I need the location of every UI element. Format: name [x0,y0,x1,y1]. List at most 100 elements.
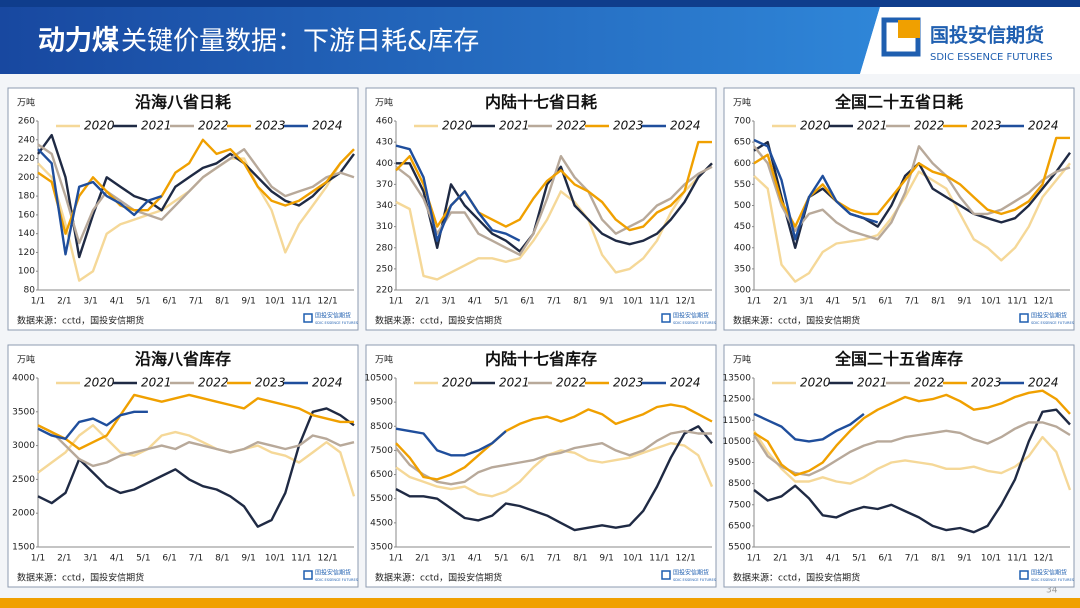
series-line [395,429,712,486]
series-line [37,393,354,451]
x-tick-label: 4/1 [468,297,482,307]
series-line [37,138,355,235]
x-tick-label: 1/1 [747,297,761,307]
x-tick-label: 9/1 [599,554,613,564]
source-note: 数据来源：cctd，国投安信期货 [17,315,144,327]
mini-logo-en: SDIC ESSENCE FUTURES [1031,578,1075,582]
legend-label: 2021 [141,119,172,133]
series-line [753,145,1071,241]
panel-frame [365,344,717,588]
x-tick-label: 2/1 [415,297,429,307]
chart-panel: 沿海八省库存 万吨 1500 2000 2500 3000 3500 4000 1/1 2/1 3/… [7,344,359,588]
x-tick-label: 9/1 [957,554,971,564]
y-tick-label: 370 [376,180,393,190]
y-tick-label: 280 [376,243,393,253]
x-tick-label: 3/1 [799,297,813,307]
x-tick-label: 12/1 [318,554,338,564]
bottom-strip [0,598,1080,608]
y-tick-label: 9500 [370,398,393,408]
x-tick-label: 6/1 [878,297,892,307]
series-line [753,412,865,443]
chart-panel: 内陆十七省库存 万吨 3500 4500 5500 6500 7500 8500 9500 105… [364,344,717,588]
legend-label: 2023 [255,119,286,133]
x-tick-label: 6/1 [162,554,176,564]
series-line [37,410,148,440]
x-tick-label: 5/1 [136,554,150,564]
x-tick-label: 10/1 [981,297,1001,307]
y-tick-label: 1500 [12,543,35,553]
x-tick-label: 3/1 [441,554,455,564]
legend-label: 2020 [800,119,831,133]
series-line [395,427,507,457]
y-tick-label: 2000 [12,509,35,519]
x-tick-label: 7/1 [905,297,919,307]
x-tick-label: 7/1 [905,554,919,564]
y-tick-label: 700 [734,117,751,127]
x-tick-label: 6/1 [162,297,176,307]
mini-logo-icon [303,570,313,580]
chart-panel: 全国二十五省库存 万吨 5500 6500 7500 8500 9500 10500 11500… [722,344,1075,588]
x-tick-label: 11/1 [649,297,669,307]
y-tick-label: 6500 [370,470,393,480]
x-tick-label: 2/1 [773,554,787,564]
y-tick-label: 8500 [728,479,751,489]
legend-label: 2021 [857,376,888,390]
y-tick-label: 3000 [12,441,35,451]
y-tick-label: 7500 [728,500,751,510]
y-tick-label: 340 [376,201,393,211]
x-tick-label: 1/1 [389,297,403,307]
y-tick-label: 13500 [722,374,751,384]
x-tick-label: 3/1 [83,554,97,564]
series-line [752,421,1071,477]
unit-label: 万吨 [733,97,751,109]
unit-label: 万吨 [17,97,35,109]
x-tick-label: 7/1 [547,554,561,564]
y-tick-label: 160 [18,210,35,220]
series-line [753,138,879,241]
y-tick-label: 180 [18,192,35,202]
x-tick-label: 10/1 [623,297,643,307]
legend-label: 2020 [800,376,831,390]
unit-label: 万吨 [375,354,393,366]
y-tick-label: 460 [376,117,393,127]
chart-title: 沿海八省日耗 [135,93,231,112]
x-tick-label: 7/1 [547,297,561,307]
chart-title: 内陆十七省库存 [485,350,597,369]
chart-panel: 内陆十七省日耗 万吨 220 250 280 310 340 370 400 430 460 1/1 2… [365,87,717,331]
legend-label: 2023 [971,376,1002,390]
x-tick-label: 8/1 [931,297,945,307]
series-line [37,143,355,245]
logo-name: 国投安信期货 [930,24,1044,47]
series-line [753,408,1071,534]
legend-label: 2022 [556,119,587,133]
x-tick-label: 1/1 [31,297,45,307]
panel-frame [723,344,1075,588]
chart-panel: 全国二十五省日耗 万吨 300 350 400 450 500 550 600 650 700 1/1… [723,87,1075,331]
x-tick-label: 11/1 [291,554,311,564]
title-bold: 动力煤 [38,26,119,57]
y-tick-label: 7500 [370,446,393,456]
legend-label: 2023 [255,376,286,390]
legend-label: 2024 [312,119,343,133]
unit-label: 万吨 [733,354,751,366]
mini-logo-en: SDIC ESSENCE FUTURES [315,578,359,582]
mini-logo-icon [303,313,313,323]
mini-logo-icon [661,313,671,323]
y-tick-label: 220 [18,154,35,164]
series-line [752,430,1072,491]
panel-frame [7,344,359,588]
y-tick-label: 250 [376,264,393,274]
x-tick-label: 9/1 [241,297,255,307]
x-tick-label: 5/1 [136,297,150,307]
x-tick-label: 12/1 [676,554,696,564]
y-tick-label: 400 [376,159,393,169]
legend-label: 2021 [499,119,530,133]
y-tick-label: 100 [18,267,35,277]
x-tick-label: 8/1 [573,554,587,564]
x-tick-label: 8/1 [215,554,229,564]
x-tick-label: 11/1 [291,297,311,307]
legend-label: 2021 [141,376,172,390]
unit-label: 万吨 [17,354,35,366]
x-tick-label: 10/1 [981,554,1001,564]
mini-logo-en: SDIC ESSENCE FUTURES [1031,321,1075,325]
